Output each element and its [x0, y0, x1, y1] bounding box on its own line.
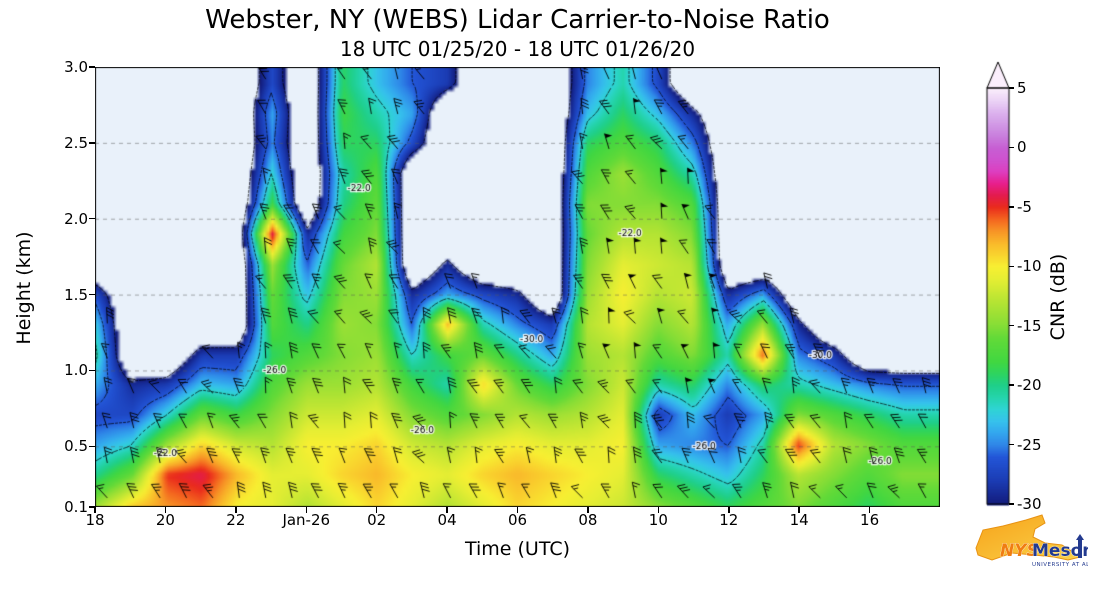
y-tick-label: 2.5 — [64, 133, 88, 152]
y-tick-mark — [89, 293, 95, 296]
x-tick-label: 12 — [719, 511, 739, 529]
y-tick-mark — [89, 66, 95, 68]
logo-tower-icon — [1078, 540, 1082, 558]
colorbar-tick-label: -5 — [1017, 197, 1032, 216]
colorbar — [983, 58, 1017, 510]
colorbar-tick-label: -15 — [1017, 316, 1042, 335]
colorbar-tick-mark — [1009, 87, 1014, 89]
colorbar-label: CNR (dB) — [1047, 253, 1069, 341]
colorbar-tick-mark — [1009, 443, 1014, 446]
colorbar-tick-label: -30 — [1017, 495, 1042, 513]
x-tick-mark — [446, 507, 448, 513]
colorbar-tick-mark — [1009, 324, 1014, 327]
ny-state-shape — [975, 514, 1082, 561]
colorbar-tick-label: -20 — [1017, 376, 1042, 395]
logo-tower-top — [1076, 534, 1084, 540]
x-tick-mark — [728, 507, 730, 513]
x-tick-label: 10 — [648, 511, 668, 529]
x-tick-label: 22 — [226, 511, 246, 529]
x-tick-label: 02 — [367, 511, 387, 529]
x-tick-mark — [235, 507, 237, 513]
nys-mesonet-logo: NYS Mesonet UNIVERSITY AT ALBANY — [975, 514, 1088, 568]
y-tick-label: 1.5 — [64, 285, 88, 304]
x-tick-label: Jan-26 — [282, 511, 331, 529]
x-tick-mark — [375, 507, 378, 513]
y-tick-mark — [89, 445, 95, 448]
x-tick-label: 16 — [860, 511, 880, 529]
colorbar-tick-mark — [1009, 384, 1014, 386]
colorbar-tick-mark — [1009, 265, 1014, 268]
y-tick-mark — [89, 369, 95, 372]
logo-tagline: UNIVERSITY AT ALBANY — [1032, 562, 1088, 568]
y-tick-mark — [89, 142, 95, 144]
colorbar-tick-label: -25 — [1017, 435, 1042, 454]
heatmap-plot — [95, 67, 940, 507]
y-tick-label: 3.0 — [64, 58, 88, 76]
y-tick-mark — [89, 506, 95, 508]
colorbar-tick-label: -10 — [1017, 257, 1042, 276]
x-axis-label: Time (UTC) — [464, 538, 571, 560]
y-axis-label: Height (km) — [13, 231, 35, 345]
x-tick-label: 06 — [507, 511, 528, 529]
colorbar-tick-label: 5 — [1017, 79, 1027, 97]
x-tick-mark — [587, 507, 589, 513]
y-tick-label: 0.5 — [64, 437, 88, 456]
y-tick-label: 2.0 — [64, 209, 88, 228]
y-tick-mark — [89, 217, 95, 220]
x-tick-mark — [657, 507, 660, 513]
chart-title: Webster, NY (WEBS) Lidar Carrier-to-Nois… — [205, 5, 830, 35]
colorbar-tick-mark — [1009, 206, 1014, 208]
x-tick-label: 18 — [85, 511, 105, 529]
x-tick-label: 08 — [578, 511, 598, 529]
y-tick-label: 1.0 — [64, 361, 88, 380]
logo-text-mesonet: Mesonet — [1032, 541, 1088, 561]
colorbar-tick-mark — [1009, 146, 1014, 149]
chart-subtitle: 18 UTC 01/25/20 - 18 UTC 01/26/20 — [339, 37, 696, 61]
x-tick-mark — [164, 507, 167, 513]
x-tick-mark — [94, 507, 96, 513]
colorbar-tick-label: 0 — [1017, 138, 1027, 157]
colorbar-tick-mark — [1009, 503, 1014, 505]
x-tick-label: 20 — [155, 511, 175, 529]
x-tick-label: 04 — [437, 511, 457, 529]
x-tick-mark — [868, 507, 871, 513]
x-tick-mark — [305, 507, 307, 513]
y-tick-label: 0.1 — [64, 498, 88, 516]
x-tick-mark — [516, 507, 519, 513]
logo-text-nys: NYS — [1000, 541, 1039, 561]
x-tick-label: 14 — [789, 511, 809, 529]
x-tick-mark — [798, 507, 800, 513]
